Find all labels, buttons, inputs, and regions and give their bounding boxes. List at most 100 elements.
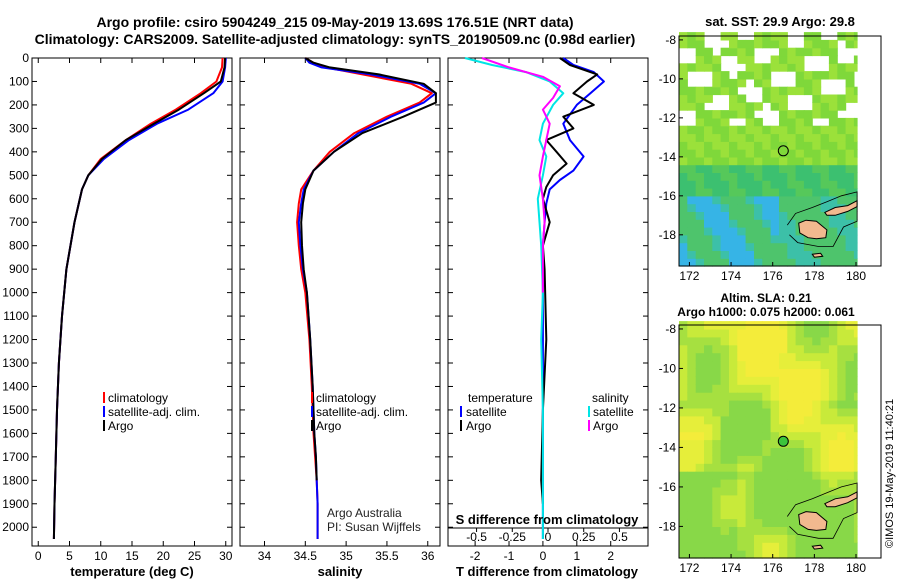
map-cell: [712, 149, 722, 158]
map-cell: [695, 431, 705, 441]
map-cell: [679, 94, 688, 103]
legend-label: climatology: [108, 391, 168, 405]
map-cell: [803, 407, 813, 417]
map-cell: [754, 258, 763, 267]
map-cell: [779, 534, 788, 543]
map-cell: [820, 188, 830, 197]
map-cell: [720, 415, 730, 425]
depth-tick-label: 1000: [2, 286, 29, 300]
map-cell: [687, 550, 697, 559]
map-cell: [837, 102, 847, 111]
map-cell: [770, 86, 780, 96]
map-cell: [853, 156, 858, 166]
map-cell: [845, 86, 855, 96]
map-cell: [679, 141, 688, 150]
map-cell: [762, 211, 772, 220]
map-cell: [679, 384, 688, 393]
map-cell: [704, 518, 713, 527]
map-cell: [704, 534, 713, 543]
map-cell: [828, 344, 838, 354]
map-cell: [853, 125, 858, 135]
map-cell: [770, 258, 780, 267]
map-cell: [853, 502, 858, 512]
map-cell: [695, 368, 705, 377]
map-cell: [787, 195, 797, 205]
map-cell: [803, 117, 813, 127]
map-cell: [754, 463, 763, 472]
map-cell: [845, 526, 855, 535]
map-cell: [679, 534, 688, 543]
map-cell: [803, 125, 813, 135]
map-cell: [687, 392, 697, 401]
map-cell: [754, 227, 763, 236]
map-cell: [795, 328, 805, 338]
map-cell: [787, 344, 797, 354]
map-cell: [820, 133, 830, 142]
map-cell: [729, 110, 738, 119]
map-cell: [720, 479, 730, 488]
map-cell: [770, 180, 780, 189]
map-cell: [729, 384, 738, 393]
map-cell: [803, 156, 813, 166]
map-cell: [779, 47, 788, 57]
map-cell: [695, 486, 705, 496]
map-cell: [679, 352, 688, 362]
map-cell: [720, 156, 730, 166]
map-cell: [779, 392, 788, 401]
map-cell: [837, 63, 847, 72]
map-cell: [795, 471, 805, 480]
map-cell: [745, 39, 755, 49]
map-cell: [754, 502, 763, 512]
map-cell: [754, 195, 763, 205]
difference-s-axis: -0.5 -0.25 0 0.25 0.5: [448, 527, 648, 544]
map-cell: [845, 479, 855, 488]
map-cell: [695, 242, 705, 251]
map-cell: [712, 360, 722, 369]
salinity-xlabel: salinity: [318, 564, 364, 579]
map-cell: [812, 479, 822, 488]
series-line-temperature-argo: [540, 57, 599, 504]
map-cell: [687, 376, 697, 385]
map-cell: [745, 227, 755, 236]
map-cell: [845, 242, 855, 251]
map-cell: [787, 227, 797, 236]
map-cell: [679, 78, 688, 88]
map-cell: [779, 164, 788, 173]
map-cell: [837, 250, 847, 259]
map-cell: [687, 336, 697, 346]
lat-tick-label: -18: [659, 519, 677, 533]
map-cell: [845, 78, 855, 88]
map-cell: [687, 219, 697, 228]
map-cell: [820, 149, 830, 158]
map-cell: [720, 542, 730, 551]
map-cell: [712, 455, 722, 464]
map-cell: [795, 526, 805, 535]
map-cell: [737, 431, 747, 441]
map-cell: [779, 149, 788, 158]
map-cell: [837, 502, 847, 512]
map-cell: [754, 188, 763, 197]
map-cell: [720, 219, 730, 228]
map-cell: [745, 368, 755, 377]
legend-label: Argo: [593, 419, 619, 433]
map-cell: [845, 39, 855, 49]
depth-tick-label: 900: [9, 262, 29, 276]
temperature-axes: [31, 57, 233, 547]
map-cell: [837, 258, 847, 267]
map-cell: [679, 219, 688, 228]
difference-axes: [447, 57, 649, 547]
map-cell: [787, 328, 797, 338]
map-cell: [837, 463, 847, 472]
map-cell: [712, 156, 722, 166]
map-cell: [837, 352, 847, 362]
map-cell: [803, 479, 813, 488]
map-cell: [828, 133, 838, 142]
map-cell: [795, 447, 805, 456]
map-cell: [704, 328, 713, 338]
map-cell: [687, 242, 697, 251]
map-cell: [712, 494, 722, 504]
map-cell: [812, 86, 822, 96]
map-cell: [737, 534, 747, 543]
map-cell: [704, 203, 713, 212]
map-cell: [704, 463, 713, 472]
